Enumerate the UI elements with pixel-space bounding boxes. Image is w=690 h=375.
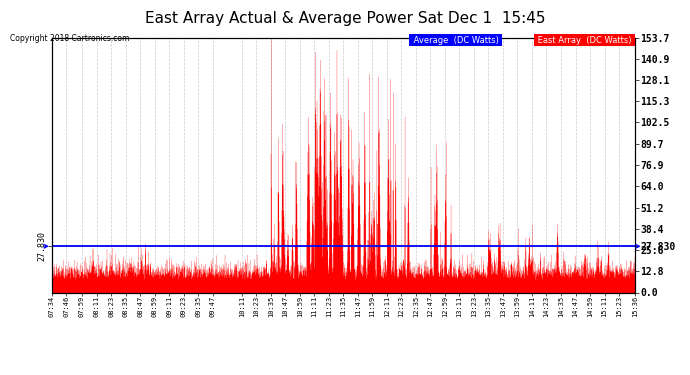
Text: East Array Actual & Average Power Sat Dec 1  15:45: East Array Actual & Average Power Sat De… [145,11,545,26]
Text: East Array  (DC Watts): East Array (DC Watts) [535,36,634,45]
Text: Average  (DC Watts): Average (DC Watts) [411,36,501,45]
Text: Copyright 2018 Cartronics.com: Copyright 2018 Cartronics.com [10,34,130,43]
